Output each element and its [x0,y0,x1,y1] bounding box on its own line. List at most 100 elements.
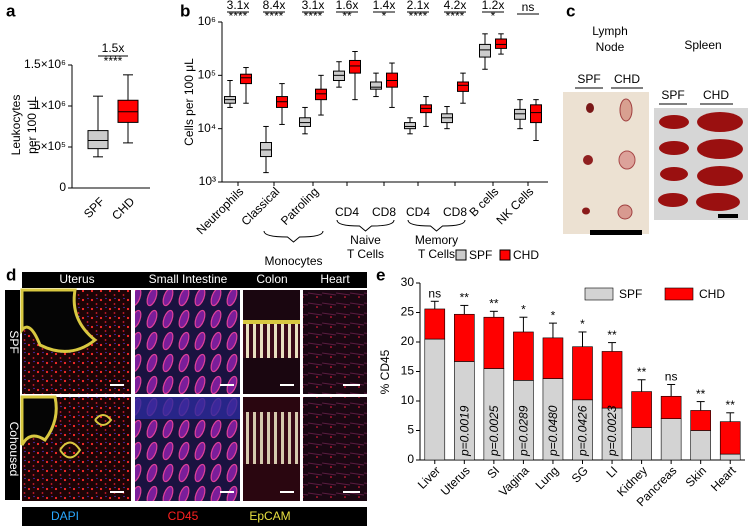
fold-change: 1.4x [373,0,396,12]
x-tick-label: Classical [239,184,283,228]
y-tick-label: 10⁴ [197,121,216,135]
box [457,81,469,92]
significance: ns [522,0,535,14]
scale-bars [110,384,360,493]
significance: ** [726,398,736,412]
box [479,43,491,58]
y-tick-label: 10³ [199,174,216,188]
y-axis-label: Cells per 100 μL [182,58,196,146]
x-tick-label: CD8 [443,205,467,219]
spleens [658,112,743,211]
bar-segment [424,308,446,340]
fold-change: 1.2x [482,0,505,12]
lymph-node-title: Node [596,40,625,54]
x-tick-label: CD4 [406,205,430,219]
header-bar [22,272,367,288]
significance: * [580,317,585,331]
bar-segment [601,351,623,409]
group-brace [407,219,466,232]
y-tick-label: 5×10⁵ [34,139,66,153]
lymph-nodes [582,98,636,220]
fold-change: 3.1x [227,0,250,12]
group-label: SPF [577,72,600,86]
significance: * [491,9,496,23]
stain-label: DAPI [51,509,79,523]
box [87,130,109,150]
legend-swatch [455,249,467,261]
y-tick-label: 10⁶ [198,14,216,28]
legend-label: CHD [513,248,539,262]
bar-segment [454,313,475,362]
spleen-title: Spleen [684,38,721,52]
bar-segment [660,418,682,461]
fold-change: 3.1x [302,0,325,12]
legend-swatch [584,287,614,301]
significance: * [521,302,526,316]
x-tick-label: SI [484,463,502,481]
significance: **** [229,9,248,23]
bar-segment [483,316,505,369]
x-tick-label: SG [569,463,591,485]
p-value: p=0.0289 [517,405,531,457]
y-tick-label: 10 [401,393,415,407]
box [495,38,507,49]
legend-swatch [499,249,511,261]
y-tick-label: 0 [59,180,66,194]
y-tick-label: 25 [401,305,415,319]
y-tick-label: 30 [401,275,415,289]
bar-segment [719,453,741,461]
significance: ** [460,291,470,305]
panel-label: e [376,265,385,284]
box [315,88,327,101]
x-tick-label: Neutrophils [194,184,247,237]
fold-change: 8.4x [263,0,286,12]
y-tick-label: 15 [401,364,415,378]
x-tick-label: CHD [109,194,138,223]
group-brace [263,230,324,243]
box [514,108,526,120]
panel-label: b [180,1,190,20]
row-header-bar [5,290,20,500]
x-tick-label: CD8 [372,205,396,219]
column-header: Uterus [59,272,94,286]
fold-change: 2.1x [407,0,430,12]
significance: ** [342,9,352,23]
box [370,81,382,90]
panel-label: a [6,1,16,20]
stain-label: EpCAM [249,509,290,523]
x-tick-label: NK Cells [493,184,536,227]
y-axis-label: per 100 μL [25,96,39,154]
group-label: Naive [350,233,381,247]
group-label: CHD [614,72,640,86]
stain-label: CD45 [168,509,199,523]
panel-label: d [6,265,16,284]
significance: **** [304,9,323,23]
significance: ** [607,328,617,342]
p-value: p=0.0025 [487,405,501,457]
box [530,104,542,124]
group-label: CHD [703,88,729,102]
box [349,59,361,74]
significance: ** [696,387,706,401]
panel-d: Uterus Small Intestine Colon Heart SPF C… [5,272,367,526]
y-axis-label: % CD45 [378,349,392,394]
column-header: Small Intestine [149,272,228,286]
x-tick-label: Uterus [438,463,473,498]
significance: ns [665,370,678,384]
legend-label: SPF [469,248,492,262]
box [240,73,252,85]
x-tick-label: SPF [81,194,107,220]
panel-label: c [566,1,575,20]
x-tick-label: Lung [533,463,562,492]
panel-c: Lymph Node Spleen SPF CHD SPF CHD [563,24,748,235]
bar-segment [572,346,593,401]
bar-segment [719,421,741,455]
p-value: p=0.0019 [457,405,471,457]
bar-segment [631,391,652,428]
y-tick-label: 5 [407,423,414,437]
row-header: Cohoused [7,422,21,477]
lymph-node-title: Lymph [592,24,628,38]
significance: ** [637,365,647,379]
bar-segment [513,331,534,381]
y-tick-label: 10⁵ [198,68,216,82]
